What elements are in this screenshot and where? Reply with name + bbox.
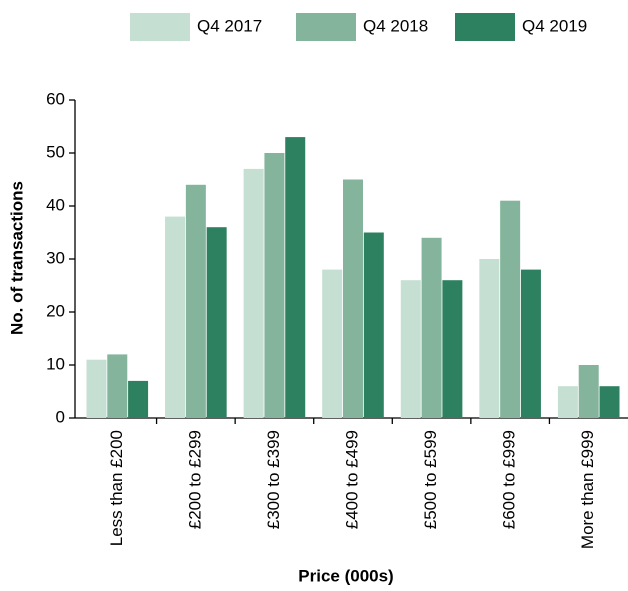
legend-label: Q4 2017 <box>197 16 262 35</box>
x-tick-label: £600 to £999 <box>500 430 519 529</box>
bar <box>578 365 599 418</box>
bar <box>206 227 227 418</box>
x-axis-title: Price (000s) <box>298 566 393 585</box>
bar <box>86 359 107 418</box>
bar <box>322 269 343 418</box>
bar <box>400 280 421 418</box>
x-tick-label: £400 to £499 <box>342 430 361 529</box>
y-tick-label: 40 <box>46 195 65 214</box>
legend-label: Q4 2019 <box>522 16 587 35</box>
y-tick-label: 50 <box>46 142 65 161</box>
x-tick-label: £200 to £299 <box>185 430 204 529</box>
bar <box>363 232 384 418</box>
legend-label: Q4 2018 <box>363 16 428 35</box>
bar <box>128 380 149 418</box>
bar <box>442 280 463 418</box>
x-tick-label: £500 to £599 <box>421 430 440 529</box>
bar <box>599 386 620 418</box>
bar <box>285 137 306 418</box>
x-tick-label: More than £999 <box>578 430 597 549</box>
bar <box>500 200 521 418</box>
bar <box>243 168 264 418</box>
y-tick-label: 10 <box>46 354 65 373</box>
y-tick-label: 30 <box>46 248 65 267</box>
legend-swatch <box>130 13 190 41</box>
y-tick-label: 20 <box>46 301 65 320</box>
bar <box>421 237 442 418</box>
bar <box>107 354 128 418</box>
bar <box>165 216 186 418</box>
x-tick-label: £300 to £399 <box>264 430 283 529</box>
x-tick-label: Less than £200 <box>107 430 126 546</box>
y-tick-label: 60 <box>46 89 65 108</box>
bar <box>479 259 500 418</box>
bar <box>185 184 206 418</box>
y-tick-label: 0 <box>56 407 65 426</box>
legend-swatch <box>296 13 356 41</box>
bar <box>520 269 541 418</box>
y-axis-title: No. of transactions <box>7 181 26 335</box>
bar <box>557 386 578 418</box>
bar <box>343 179 363 418</box>
legend-swatch <box>455 13 515 41</box>
bar <box>264 153 285 418</box>
